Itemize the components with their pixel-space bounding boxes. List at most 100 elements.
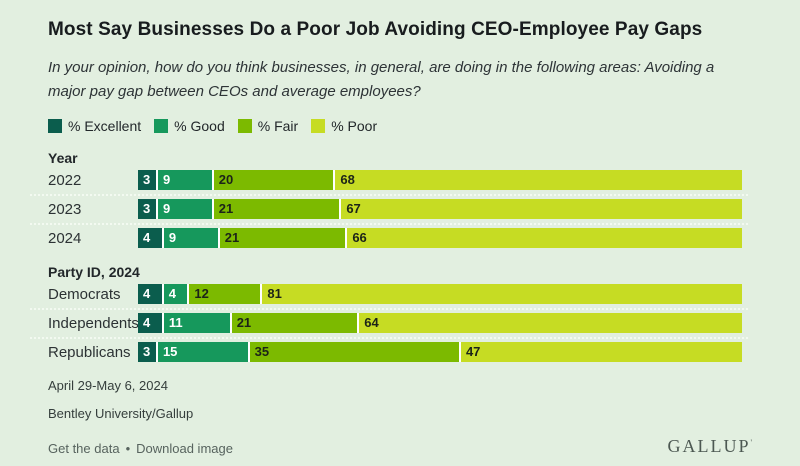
- source-attribution: Bentley University/Gallup: [48, 406, 194, 421]
- segment-value: 67: [346, 201, 361, 216]
- bar-row: Independents 4 11 21 64: [48, 313, 752, 333]
- stacked-bar-chart: Year 2022 3 9 20 68 2023 3 9 21 67 2024 4 9 21 66 Party …: [30, 150, 752, 362]
- legend-item-2: % Good: [154, 118, 225, 134]
- segment-value: 11: [168, 315, 183, 330]
- section-header: Year: [48, 150, 78, 166]
- segment-value: 21: [224, 230, 240, 245]
- bar-segment-poor: 68: [335, 170, 742, 190]
- row-separator: [30, 308, 748, 310]
- link-separator: •: [125, 441, 131, 456]
- bar-segment-fair: 21: [213, 199, 340, 219]
- row-label: 2022: [48, 171, 82, 189]
- legend-item-3: % Fair: [237, 118, 299, 134]
- segment-value: 3: [143, 344, 151, 359]
- segment-value: 12: [194, 286, 209, 301]
- bar-segment-good: 15: [157, 342, 248, 362]
- row-label: Democrats: [48, 285, 121, 303]
- bar-segment-excellent: 4: [138, 284, 162, 304]
- bar-segment-poor: 67: [341, 199, 742, 219]
- chart-subtitle: In your opinion, how do you think busine…: [48, 59, 715, 100]
- legend-label: % Excellent: [68, 118, 142, 134]
- bar-segment-good: 4: [163, 284, 188, 304]
- segment-value: 21: [236, 315, 252, 330]
- legend-label: % Poor: [331, 118, 378, 134]
- section-header: Party ID, 2024: [48, 264, 140, 280]
- row-label: 2024: [48, 229, 82, 247]
- legend-swatch-icon: [48, 119, 62, 133]
- legend-label: % Good: [174, 118, 225, 134]
- segment-value: 66: [352, 230, 367, 245]
- footer-bottom: Get the data • Download image GALLUP': [48, 433, 752, 456]
- legend-swatch-icon: [237, 119, 252, 133]
- bar-row: Republicans 3 15 35 47: [48, 342, 752, 362]
- bar-segment-good: 9: [163, 228, 218, 248]
- bar-segment-good: 9: [157, 199, 212, 219]
- legend-swatch-icon: [311, 119, 326, 133]
- bar-segment-fair: 21: [219, 228, 346, 248]
- segment-value: 3: [143, 172, 151, 187]
- segment-value: 4: [143, 315, 151, 330]
- legend-item-4: % Poor: [311, 118, 377, 134]
- row-separator: [30, 223, 748, 225]
- gallup-logo-text: GALLUP: [667, 436, 751, 456]
- get-the-data-link[interactable]: Get the data: [48, 441, 120, 456]
- segment-value: 4: [143, 230, 151, 245]
- bar-segment-good: 11: [163, 313, 230, 333]
- segment-value: 15: [162, 344, 178, 359]
- segment-value: 21: [218, 201, 234, 216]
- gallup-logo-mark: ': [750, 438, 752, 447]
- row-separator: [30, 337, 748, 339]
- bar-row: 2022 3 9 20 68: [48, 170, 752, 190]
- bar-segment-excellent: 4: [138, 313, 162, 333]
- segment-value: 64: [364, 315, 379, 330]
- stacked-bar: 3 9 21 67: [138, 199, 742, 219]
- legend-label: % Fair: [257, 118, 299, 134]
- segment-value: 9: [162, 201, 171, 216]
- segment-value: 68: [340, 172, 355, 187]
- bar-segment-fair: 20: [213, 170, 334, 190]
- segment-value: 35: [254, 344, 270, 359]
- bar-segment-fair: 35: [249, 342, 459, 362]
- stacked-bar: 4 9 21 66: [138, 228, 742, 248]
- gallup-logo: GALLUP': [668, 433, 752, 456]
- segment-value: 4: [143, 286, 151, 301]
- legend: % Excellent % Good % Fair % Poor: [48, 118, 752, 134]
- bar-segment-excellent: 3: [138, 170, 156, 190]
- download-image-link[interactable]: Download image: [136, 441, 233, 456]
- stacked-bar: 3 15 35 47: [138, 342, 742, 362]
- segment-value: 81: [267, 286, 282, 301]
- segment-value: 9: [162, 172, 171, 187]
- segment-value: 4: [168, 286, 176, 301]
- chart-section-1: Year 2022 3 9 20 68 2023 3 9 21 67 2024 4 9 21 66: [30, 150, 752, 248]
- bar-segment-excellent: 3: [138, 199, 156, 219]
- bar-row: Democrats 4 4 12 81: [48, 284, 752, 304]
- bar-segment-good: 9: [157, 170, 212, 190]
- bar-segment-excellent: 4: [138, 228, 162, 248]
- stacked-bar: 4 4 12 81: [138, 284, 742, 304]
- legend-item-1: % Excellent: [48, 118, 141, 134]
- row-label: Independents: [48, 314, 139, 332]
- bar-segment-poor: 64: [359, 313, 742, 333]
- segment-value: 20: [218, 172, 234, 187]
- legend-swatch-icon: [154, 119, 169, 133]
- bar-row: 2023 3 9 21 67: [48, 199, 752, 219]
- row-separator: [30, 194, 748, 196]
- segment-value: 3: [143, 201, 151, 216]
- field-dates: April 29-May 6, 2024: [48, 378, 168, 393]
- stacked-bar: 3 9 20 68: [138, 170, 742, 190]
- row-label: 2023: [48, 200, 82, 218]
- bar-segment-poor: 66: [347, 228, 742, 248]
- segment-value: 9: [168, 230, 177, 245]
- bar-row: 2024 4 9 21 66: [48, 228, 752, 248]
- bar-segment-excellent: 3: [138, 342, 156, 362]
- chart-title: Most Say Businesses Do a Poor Job Avoidi…: [48, 19, 703, 40]
- segment-value: 47: [465, 344, 481, 359]
- bar-segment-poor: 47: [460, 342, 742, 362]
- stacked-bar: 4 11 21 64: [138, 313, 742, 333]
- row-label: Republicans: [48, 343, 131, 361]
- bar-segment-poor: 81: [262, 284, 742, 304]
- bar-segment-fair: 12: [189, 284, 261, 304]
- chart-section-2: Party ID, 2024 Democrats 4 4 12 81 Independent…: [30, 264, 752, 362]
- bar-segment-fair: 21: [231, 313, 358, 333]
